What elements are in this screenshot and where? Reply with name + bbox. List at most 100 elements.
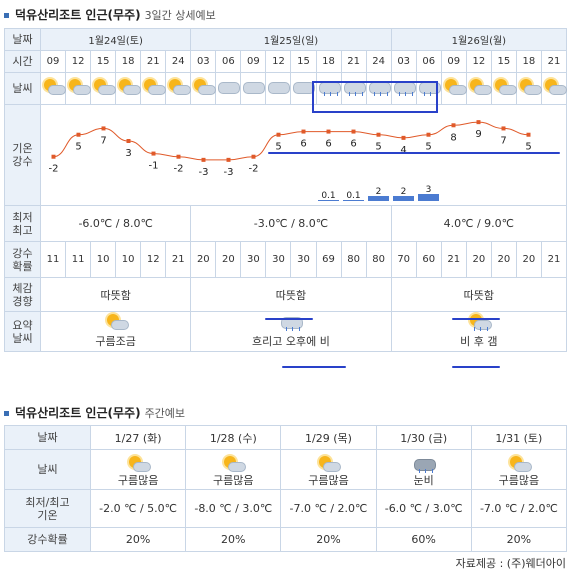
temperature-label: 6 xyxy=(300,139,306,150)
precip-bar xyxy=(318,200,339,201)
weekly-label-minmax-2: 기온 xyxy=(37,508,58,522)
weekly-date: 1/27 (화) xyxy=(89,425,187,450)
minmax-day-1: -6.0℃ / 8.0℃ xyxy=(39,205,192,242)
temperature-point xyxy=(451,123,456,128)
hour-cell: 15 xyxy=(90,50,117,73)
temperature-point xyxy=(251,154,256,159)
precip-label: 3 xyxy=(426,185,432,195)
row-label-summary: 요약 날씨 xyxy=(4,311,41,352)
weekly-pop: 60% xyxy=(375,527,472,552)
partly-cloudy-icon xyxy=(222,455,247,472)
hour-cell: 06 xyxy=(215,50,242,73)
weekly-label-date: 날짜 xyxy=(4,425,91,450)
partly-cloudy-icon xyxy=(127,455,152,472)
weekly-weather: 구름많음 xyxy=(89,449,187,490)
pop-cell: 20 xyxy=(490,241,517,278)
weekly-weather: 구름많음 xyxy=(470,449,568,490)
temperature-point xyxy=(176,154,181,159)
hour-cell: 03 xyxy=(390,50,417,73)
temperature-point xyxy=(201,157,206,162)
weekly-label-pop: 강수확률 xyxy=(4,527,91,552)
weekly-date: 1/30 (금) xyxy=(375,425,472,450)
weekly-subtitle: 주간예보 xyxy=(144,407,186,420)
pop-cell: 69 xyxy=(315,241,342,278)
temperature-label: 5 xyxy=(375,142,381,153)
hour-cell: 24 xyxy=(165,50,192,73)
temperature-label: 7 xyxy=(100,135,106,146)
day-header-3: 1월26일(월) xyxy=(390,28,568,51)
temperature-label: 9 xyxy=(475,129,481,140)
temperature-graph: -2 5 7 3 -1 -2 -3 -3 -2 5 6 6 6 5 4 5 8 9 7 5 0.1 0.1 2 2 3 xyxy=(49,120,532,201)
weekly-pop: 20% xyxy=(89,527,187,552)
precip-bar xyxy=(343,200,364,201)
hour-cell: 15 xyxy=(490,50,517,73)
weather-icon-cell xyxy=(190,72,217,105)
snow-rain-icon xyxy=(413,456,436,473)
temp-graph-cell: -2 5 7 3 -1 -2 -3 -3 -2 5 6 6 6 5 4 5 8 9 7 5 0.1 0.1 2 2 3 xyxy=(40,104,567,206)
pop-cell: 21 xyxy=(440,241,467,278)
temperature-point xyxy=(526,132,531,137)
weekly-minmax: -2.0 ℃ / 5.0℃ xyxy=(89,489,187,528)
temperature-label: 5 xyxy=(75,142,81,153)
label-temp: 기온 xyxy=(12,142,33,155)
temp-underline xyxy=(268,152,560,154)
minmax-day-2: -3.0℃ / 8.0℃ xyxy=(190,205,392,242)
pop-cell: 30 xyxy=(290,241,317,278)
cloudy-icon xyxy=(267,79,291,95)
label-summary-2: 날씨 xyxy=(12,331,33,345)
weekly-weather-text: 눈비 xyxy=(413,473,434,487)
pop-cell: 21 xyxy=(540,241,568,278)
temperature-label: 3 xyxy=(125,148,131,159)
cloudy-icon xyxy=(242,79,266,95)
weather-icon-cell xyxy=(265,72,292,105)
summary-day-3: 비 후 갬 xyxy=(390,311,568,352)
hour-cell: 12 xyxy=(65,50,92,73)
summary-underline-2 xyxy=(282,366,346,368)
temperature-label: -3 xyxy=(224,167,234,178)
weather-icon-cell xyxy=(490,72,517,105)
partly-cloudy-icon xyxy=(142,79,167,95)
weekly-date: 1/29 (목) xyxy=(280,425,377,450)
weather-icon-cell xyxy=(540,72,568,105)
partly-cloudy-icon xyxy=(493,79,517,95)
temperature-label: 5 xyxy=(275,142,281,153)
temperature-label: 4 xyxy=(400,145,406,156)
weekly-label-minmax: 최저/최고 기온 xyxy=(4,489,91,528)
temperature-label: 7 xyxy=(500,135,506,146)
temperature-point xyxy=(476,120,481,125)
section-title-detail: 덕유산리조트 인근(무주) 3일간 상세예보 xyxy=(4,6,216,23)
temperature-point xyxy=(76,132,81,137)
bullet-icon xyxy=(4,13,9,18)
temperature-label: -2 xyxy=(249,164,259,175)
partly-cloudy-icon xyxy=(105,314,129,330)
pop-cell: 21 xyxy=(165,241,192,278)
weekly-minmax: -7.0 ℃ / 2.0℃ xyxy=(280,489,377,528)
row-label-date: 날짜 xyxy=(4,28,41,51)
weather-icon-cell xyxy=(390,72,417,105)
rain-then-sun-icon xyxy=(468,314,492,331)
label-max: 최고 xyxy=(12,223,33,237)
day-header-1: 1월24일(토) xyxy=(39,28,192,51)
pop-cell: 10 xyxy=(115,241,142,278)
pop-cell: 20 xyxy=(465,241,492,278)
pop-cell: 11 xyxy=(65,241,92,278)
hour-cell: 09 xyxy=(440,50,467,73)
weekly-minmax: -6.0 ℃ / 3.0℃ xyxy=(375,489,472,528)
weather-icon-cell xyxy=(39,72,67,105)
weekly-weather-text: 구름많음 xyxy=(498,473,540,487)
temperature-point xyxy=(351,129,356,134)
label-min: 최저 xyxy=(12,210,33,224)
weekly-weather-text: 구름많음 xyxy=(308,473,349,487)
section-title-weekly: 덕유산리조트 인근(무주) 주간예보 xyxy=(4,404,185,421)
partly-cloudy-icon xyxy=(518,79,542,95)
row-label-weather: 날씨 xyxy=(4,72,41,105)
weekly-pop: 20% xyxy=(280,527,377,552)
partly-cloudy-icon xyxy=(508,455,532,472)
weather-icon-cell xyxy=(465,72,492,105)
detail-forecast-table: 날짜 1월24일(토) 1월25일(일) 1월26일(월) 시간 09 12 15 1… xyxy=(4,28,568,352)
data-source: 자료제공 : (주)웨더아이 xyxy=(455,557,566,570)
weather-icon-cell xyxy=(165,72,192,105)
temperature-point xyxy=(426,132,431,137)
temperature-point xyxy=(151,151,156,156)
weather-icon-cell xyxy=(140,72,167,105)
